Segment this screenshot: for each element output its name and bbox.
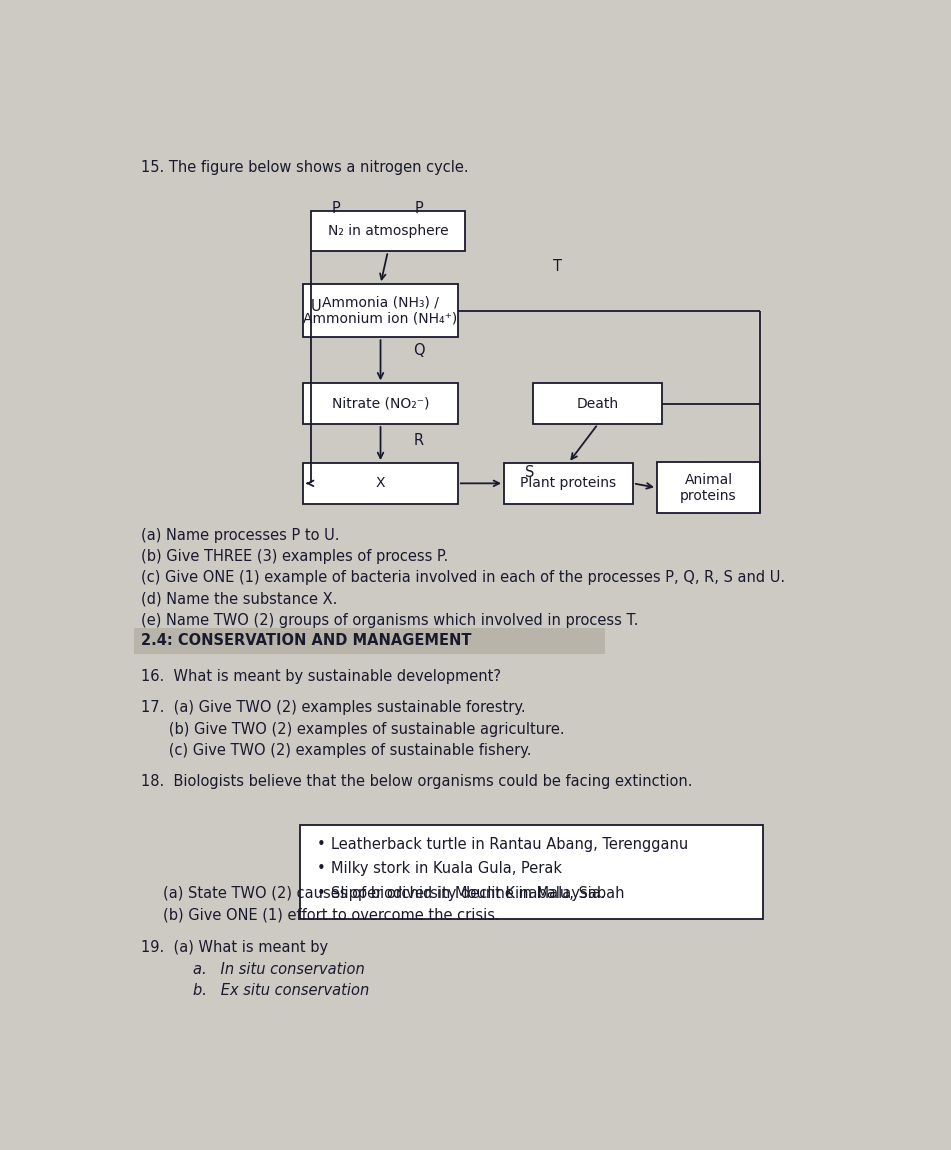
- Text: (c) Give TWO (2) examples of sustainable fishery.: (c) Give TWO (2) examples of sustainable…: [141, 743, 532, 758]
- Text: Plant proteins: Plant proteins: [520, 476, 616, 490]
- FancyBboxPatch shape: [303, 463, 457, 504]
- FancyBboxPatch shape: [301, 826, 763, 919]
- FancyBboxPatch shape: [504, 463, 633, 504]
- FancyBboxPatch shape: [534, 383, 663, 424]
- Text: Animal
proteins: Animal proteins: [680, 473, 737, 503]
- Text: Slipper orchid in Mount Kinabalu, Sabah: Slipper orchid in Mount Kinabalu, Sabah: [331, 887, 625, 902]
- Text: (e) Name TWO (2) groups of organisms which involved in process T.: (e) Name TWO (2) groups of organisms whi…: [141, 613, 638, 628]
- Text: P: P: [332, 201, 340, 216]
- Text: a.   In situ conservation: a. In situ conservation: [192, 961, 364, 976]
- Text: (a) State TWO (2) causes of biodiversity decline in Malaysia.: (a) State TWO (2) causes of biodiversity…: [164, 887, 606, 902]
- Text: (b) Give TWO (2) examples of sustainable agriculture.: (b) Give TWO (2) examples of sustainable…: [141, 721, 565, 736]
- Text: 2.4: CONSERVATION AND MANAGEMENT: 2.4: CONSERVATION AND MANAGEMENT: [141, 634, 472, 649]
- Text: Ammonia (NH₃) /
Ammonium ion (NH₄⁺): Ammonia (NH₃) / Ammonium ion (NH₄⁺): [303, 296, 457, 325]
- Text: (c) Give ONE (1) example of bacteria involved in each of the processes P, Q, R, : (c) Give ONE (1) example of bacteria inv…: [141, 570, 786, 585]
- Text: T: T: [553, 259, 562, 274]
- Text: (b) Give ONE (1) effort to overcome the crisis.: (b) Give ONE (1) effort to overcome the …: [164, 907, 500, 922]
- Text: Q: Q: [413, 343, 425, 358]
- Text: •: •: [317, 887, 325, 902]
- FancyBboxPatch shape: [133, 628, 605, 654]
- Text: N₂ in atmosphere: N₂ in atmosphere: [327, 224, 448, 238]
- Text: 17.  (a) Give TWO (2) examples sustainable forestry.: 17. (a) Give TWO (2) examples sustainabl…: [141, 700, 526, 715]
- FancyBboxPatch shape: [303, 383, 457, 424]
- Text: b.   Ex situ conservation: b. Ex situ conservation: [192, 983, 369, 998]
- Text: P: P: [415, 201, 423, 216]
- Text: 16.  What is meant by sustainable development?: 16. What is meant by sustainable develop…: [141, 669, 501, 684]
- Text: Milky stork in Kuala Gula, Perak: Milky stork in Kuala Gula, Perak: [331, 861, 562, 876]
- Text: X: X: [376, 476, 385, 490]
- Text: U: U: [311, 299, 321, 314]
- Text: R: R: [414, 434, 424, 448]
- FancyBboxPatch shape: [657, 462, 760, 513]
- Text: •: •: [317, 837, 325, 852]
- FancyBboxPatch shape: [303, 284, 457, 337]
- Text: Leatherback turtle in Rantau Abang, Terengganu: Leatherback turtle in Rantau Abang, Tere…: [331, 837, 689, 852]
- FancyBboxPatch shape: [310, 210, 465, 252]
- Text: S: S: [526, 466, 534, 481]
- Text: (b) Give THREE (3) examples of process P.: (b) Give THREE (3) examples of process P…: [141, 549, 448, 564]
- Text: (a) Name processes P to U.: (a) Name processes P to U.: [141, 528, 340, 543]
- Text: Death: Death: [577, 397, 619, 411]
- Text: 15. The figure below shows a nitrogen cycle.: 15. The figure below shows a nitrogen cy…: [141, 160, 469, 175]
- Text: 18.  Biologists believe that the below organisms could be facing extinction.: 18. Biologists believe that the below or…: [141, 774, 692, 789]
- Text: Nitrate (NO₂⁻): Nitrate (NO₂⁻): [332, 397, 429, 411]
- Text: •: •: [317, 861, 325, 876]
- Text: 19.  (a) What is meant by: 19. (a) What is meant by: [141, 941, 328, 956]
- Text: (d) Name the substance X.: (d) Name the substance X.: [141, 591, 338, 606]
